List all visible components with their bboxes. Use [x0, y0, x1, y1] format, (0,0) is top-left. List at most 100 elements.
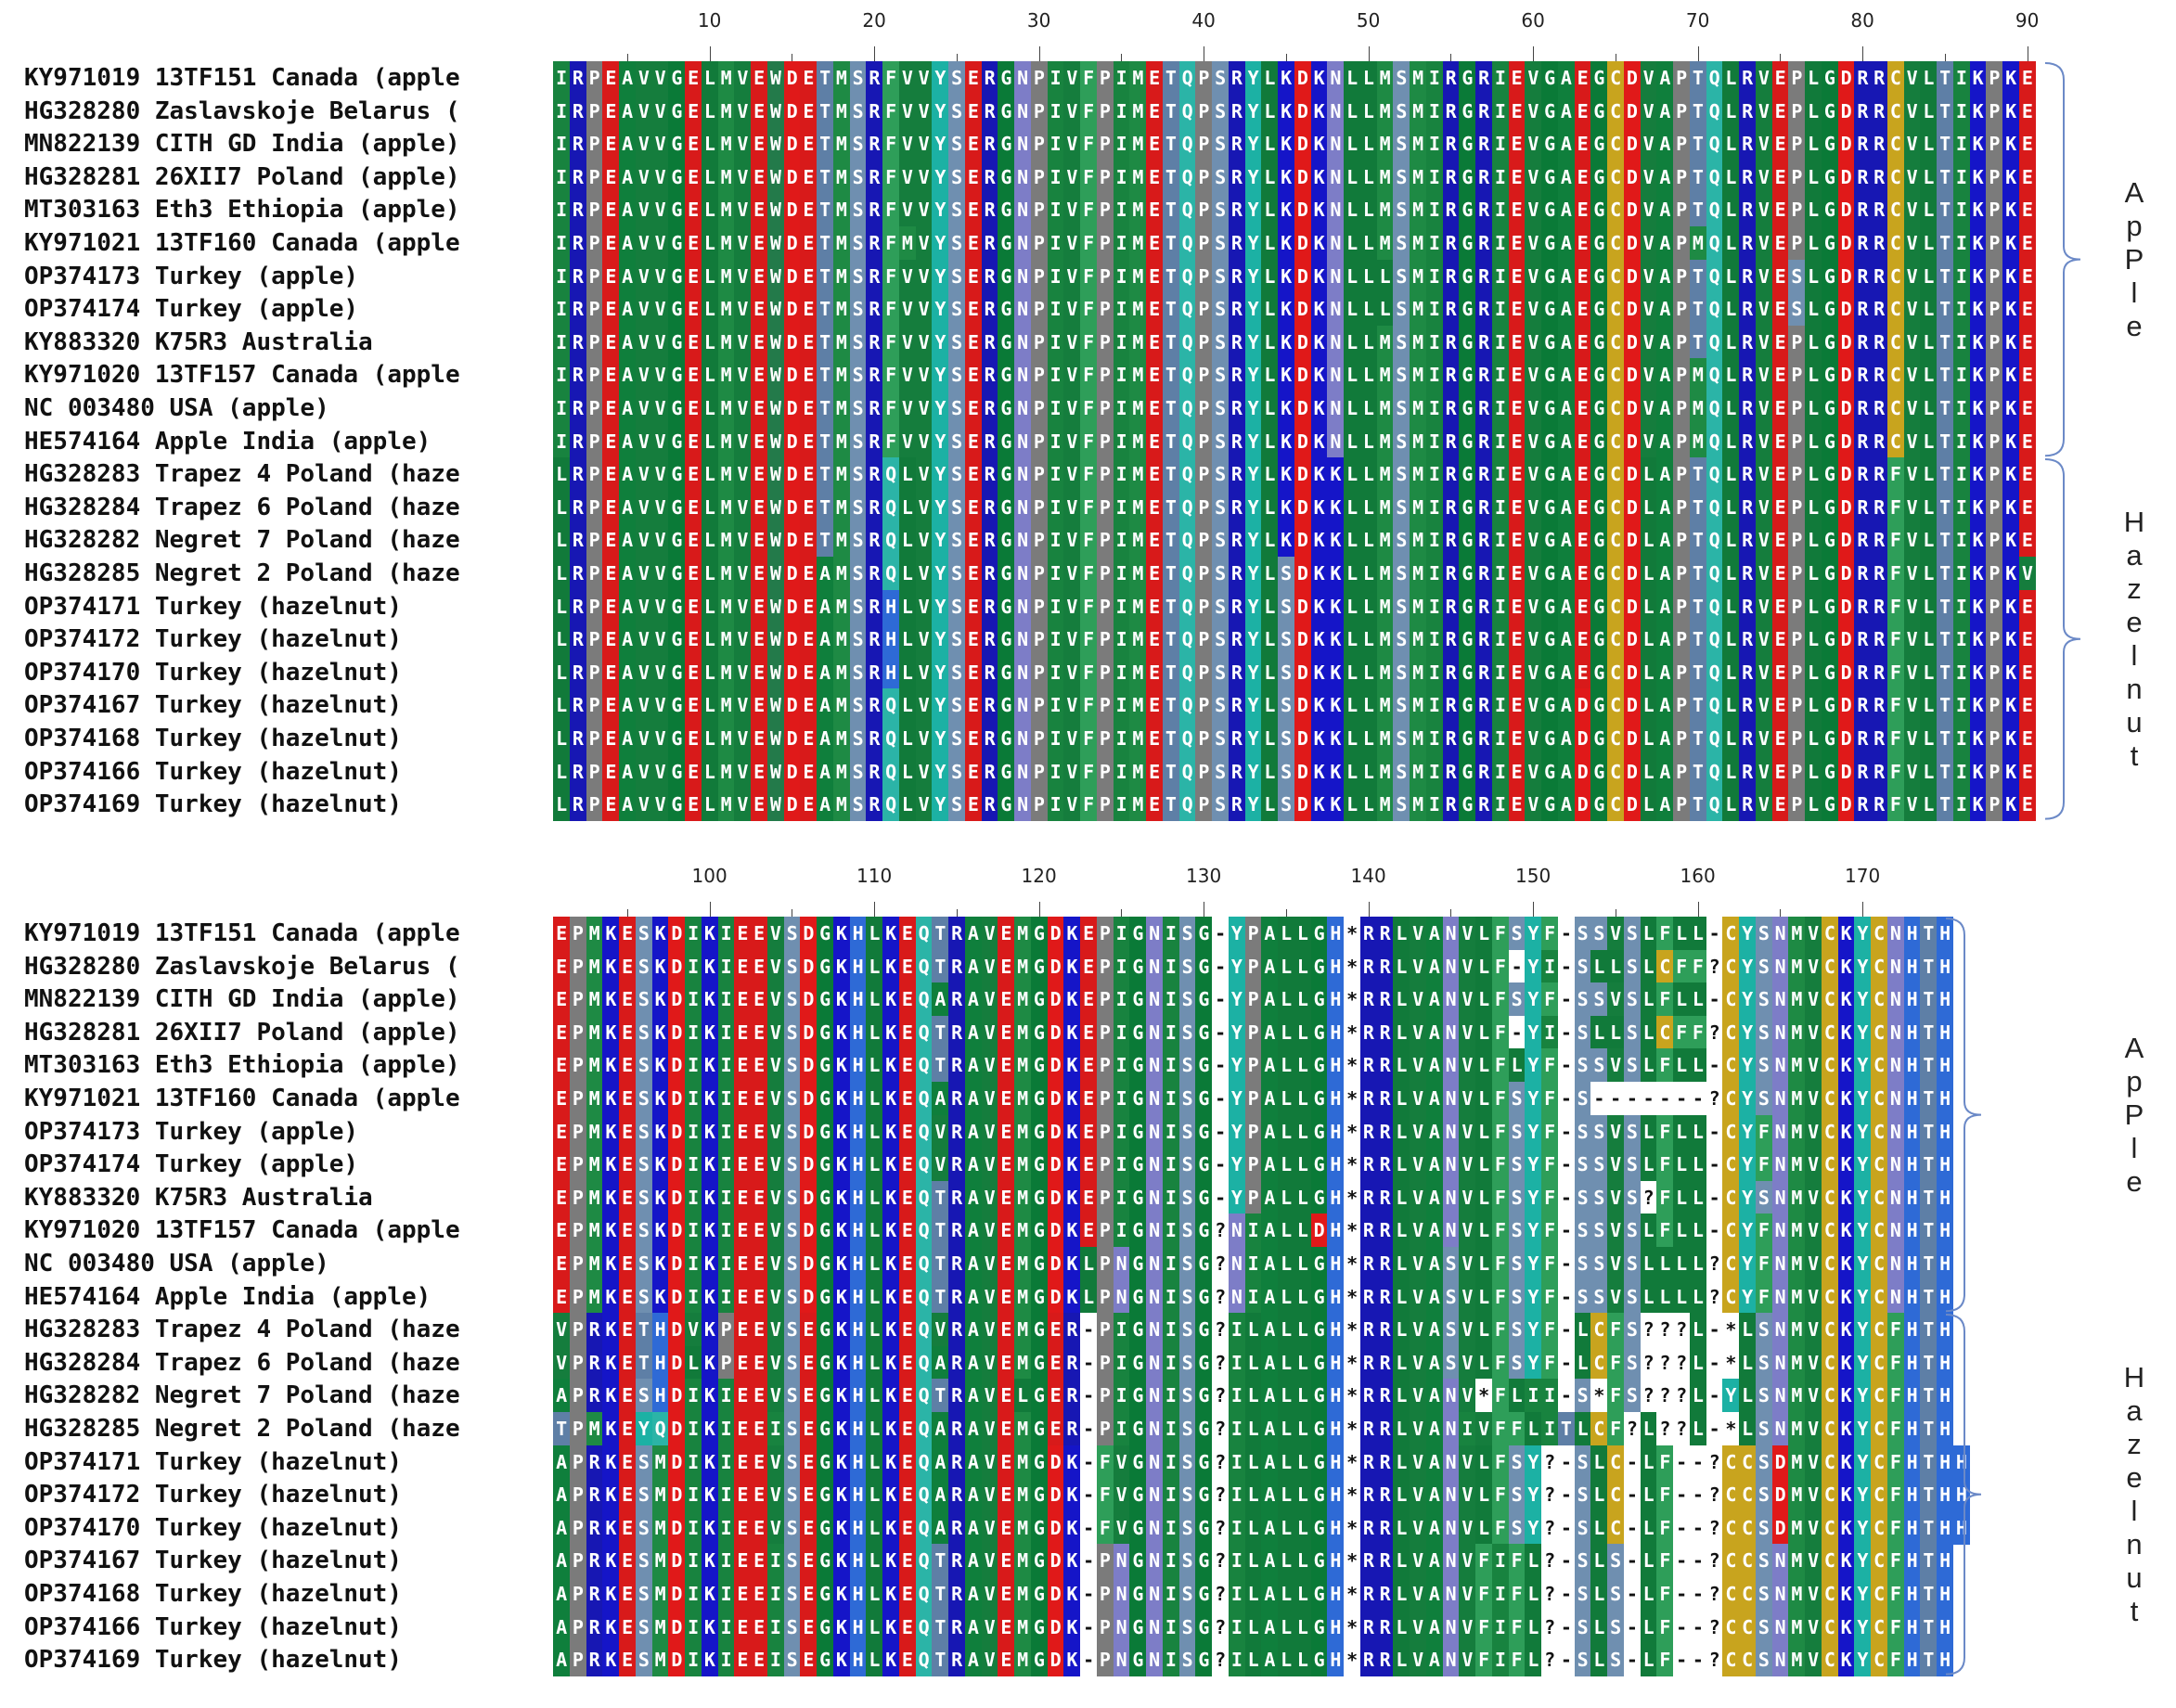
residue-cell: K: [1063, 1048, 1081, 1083]
residue-cell: R: [948, 1114, 966, 1149]
residue-cell: H: [1937, 1180, 1954, 1214]
residue-cell: K: [2002, 358, 2020, 392]
residue-cell: A: [1557, 457, 1575, 492]
residue-cell: ?: [1212, 1544, 1230, 1578]
residue-cell: I: [1491, 94, 1509, 128]
residue-cell: N: [1014, 61, 1032, 96]
residue-cell: L: [1920, 490, 1938, 524]
sequence-label: HG328283 Trapez 4 Poland (haze: [24, 460, 460, 489]
residue-cell: P: [1673, 655, 1691, 689]
residue-cell: G: [1195, 1313, 1213, 1347]
residue-cell: S: [1755, 982, 1772, 1017]
residue-cell: I: [1425, 623, 1443, 657]
residue-cell: R: [948, 1577, 966, 1612]
residue-cell: V: [635, 358, 652, 392]
residue-cell: C: [1821, 1313, 1838, 1347]
residue-cell: R: [1063, 1345, 1081, 1380]
residue-cell: D: [1047, 1544, 1064, 1578]
residue-cell: L: [1689, 1313, 1706, 1347]
residue-cell: G: [998, 589, 1015, 623]
residue-cell: C: [1607, 688, 1625, 723]
residue-cell: K: [1310, 754, 1328, 789]
residue-cell: D: [668, 1643, 686, 1677]
residue-cell: A: [1261, 1445, 1279, 1479]
residue-cell: D: [800, 1114, 818, 1149]
residue-cell: E: [2018, 788, 2036, 822]
residue-cell: L: [701, 61, 718, 96]
residue-cell: A: [1557, 193, 1575, 227]
residue-cell: T: [1920, 1577, 1938, 1612]
residue-cell: P: [1096, 754, 1114, 789]
residue-cell: L: [1294, 1048, 1311, 1083]
residue-cell: R: [1228, 127, 1245, 161]
residue-cell: G: [817, 1180, 834, 1214]
residue-cell: G: [1590, 557, 1608, 591]
residue-cell: Q: [1178, 754, 1196, 789]
residue-cell: N: [1327, 61, 1345, 96]
residue-cell: S: [1178, 1412, 1196, 1446]
residue-cell: E: [800, 358, 818, 392]
residue-cell: *: [1344, 1412, 1361, 1446]
residue-cell: I: [1162, 917, 1179, 951]
residue-cell: V: [1525, 292, 1542, 327]
residue-cell: C: [1886, 292, 1904, 327]
residue-cell: D: [668, 1379, 686, 1413]
residue-cell: E: [898, 1313, 916, 1347]
residue-cell: S: [1393, 523, 1410, 558]
residue-cell: R: [586, 1379, 603, 1413]
residue-cell: Q: [915, 1412, 933, 1446]
residue-cell: A: [1261, 917, 1279, 951]
residue-cell: E: [1771, 523, 1789, 558]
residue-cell: R: [1228, 193, 1245, 227]
residue-cell: T: [553, 1412, 571, 1446]
residue-cell: R: [569, 392, 586, 426]
residue-cell: K: [2002, 226, 2020, 261]
residue-cell: T: [1920, 1214, 1938, 1248]
residue-cell: V: [1755, 490, 1772, 524]
residue-cell: P: [1673, 358, 1691, 392]
residue-cell: G: [1459, 788, 1476, 822]
residue-cell: Y: [1739, 1048, 1757, 1083]
residue-cell: *: [1590, 1379, 1608, 1413]
residue-cell: G: [1030, 1379, 1048, 1413]
residue-cell: H: [651, 1345, 669, 1380]
residue-cell: A: [964, 1279, 982, 1314]
residue-cell: E: [998, 1445, 1015, 1479]
residue-cell: P: [1195, 788, 1213, 822]
residue-cell: D: [1623, 94, 1641, 128]
residue-cell: R: [586, 1643, 603, 1677]
residue-cell: A: [1261, 1082, 1279, 1116]
residue-cell: V: [1805, 1643, 1822, 1677]
residue-cell: I: [685, 1510, 702, 1545]
residue-cell: R: [1063, 1412, 1081, 1446]
residue-cell: L: [1278, 1313, 1295, 1347]
residue-cell: A: [619, 61, 637, 96]
residue-cell: H: [1327, 1412, 1345, 1446]
residue-cell: R: [1475, 392, 1493, 426]
residue-cell: T: [1937, 392, 1954, 426]
residue-cell: V: [1525, 722, 1542, 756]
residue-cell: C: [1607, 754, 1625, 789]
residue-cell: W: [766, 61, 784, 96]
residue-cell: D: [1623, 722, 1641, 756]
residue-cell: R: [1442, 127, 1460, 161]
residue-cell: R: [1376, 1445, 1394, 1479]
residue-cell: I: [1162, 1313, 1179, 1347]
residue-cell: F: [1656, 1148, 1674, 1182]
residue-cell: A: [817, 754, 834, 789]
residue-cell: -: [1508, 1015, 1526, 1049]
residue-cell: I: [1047, 688, 1064, 723]
residue-cell: A: [1557, 424, 1575, 458]
residue-cell: R: [1475, 259, 1493, 293]
residue-cell: K: [1310, 688, 1328, 723]
residue-cell: C: [1821, 1114, 1838, 1149]
residue-cell: L: [1689, 1048, 1706, 1083]
residue-cell: M: [717, 292, 735, 327]
sequence-label: HG328284 Trapez 6 Poland (haze: [24, 1348, 460, 1377]
residue-cell: D: [1837, 61, 1855, 96]
residue-cell: L: [1525, 1412, 1542, 1446]
residue-cell: V: [651, 557, 669, 591]
residue-cell: ?: [1212, 1345, 1230, 1380]
residue-cell: C: [1607, 392, 1625, 426]
